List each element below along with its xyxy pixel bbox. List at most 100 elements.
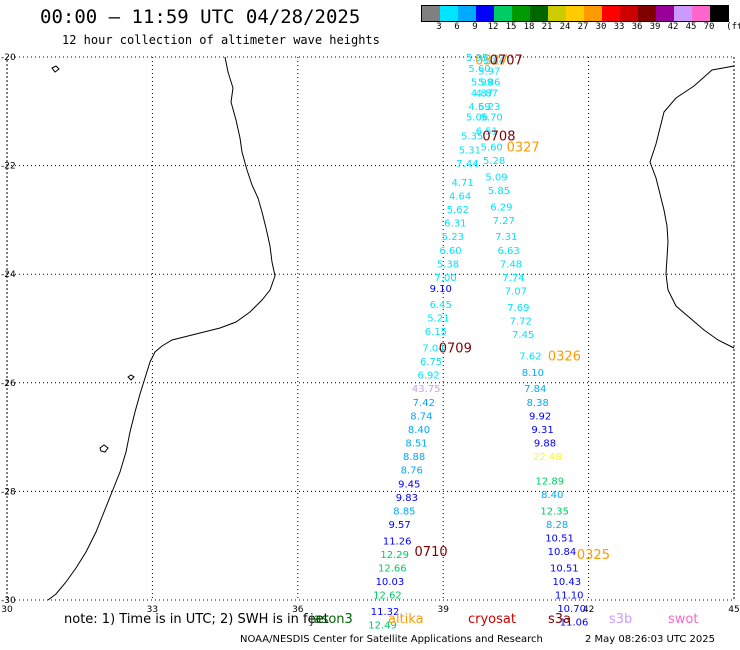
wave-height-value: 12.49: [368, 620, 397, 631]
legend-item: jason3: [310, 612, 353, 627]
wave-height-value: 8.76: [401, 466, 423, 477]
wave-height-value: 6.51: [476, 126, 498, 137]
wave-height-value: 8.51: [405, 439, 427, 450]
page-subtitle: 12 hour collection of altimeter wave hei…: [62, 33, 380, 47]
wave-height-value: 12.29: [380, 550, 409, 561]
wave-height-value: 6.45: [430, 300, 452, 311]
pass-time-label: 0327: [475, 54, 508, 69]
color-swatch: [548, 6, 566, 21]
color-swatch: [422, 6, 440, 21]
wave-height-value: 11.32: [371, 607, 400, 618]
wave-height-value: 6.15: [425, 327, 447, 338]
lon-tick-label: 30: [1, 605, 13, 615]
wave-height-value: 12.66: [378, 563, 407, 574]
color-scale-label: 42: [667, 22, 679, 32]
wave-height-value: 5.23: [442, 232, 464, 243]
lat-tick-label: -24: [1, 270, 16, 280]
axis-tick-labels: 30 33 36 39 42 45 -20 -22 -24 -26 -28 -30: [1, 53, 740, 615]
wave-height-value: 11.26: [383, 536, 412, 547]
wave-height-value: 7.44: [456, 159, 478, 170]
wave-height-value: 8.28: [546, 520, 568, 531]
wave-height-observations: 5.955.845.605.975.995.864.874.874.695.23…: [368, 53, 588, 631]
wave-height-value: 4.64: [449, 191, 471, 202]
color-swatch: [710, 6, 728, 21]
color-scale-label: 27: [577, 22, 589, 32]
lon-tick-label: 39: [437, 605, 449, 615]
wave-height-value: 5.06: [466, 113, 488, 124]
wave-height-value: 9.88: [534, 439, 556, 450]
wave-height-value: 5.62: [447, 205, 469, 216]
color-scale-label: 70: [703, 22, 715, 32]
coastline: [47, 56, 735, 601]
wave-height-value: 43.75: [412, 384, 441, 395]
color-swatch: [674, 6, 692, 21]
wave-height-value: 8.38: [527, 398, 549, 409]
wave-height-value: 9.31: [531, 425, 553, 436]
lon-tick-label: 42: [583, 605, 594, 615]
lat-tick-label: -28: [1, 487, 16, 497]
page-title: 00:00 – 11:59 UTC 04/28/2025: [40, 6, 361, 28]
wave-height-value: 9.57: [388, 520, 410, 531]
wave-height-value: 12.35: [540, 506, 569, 517]
wave-height-value: 5.23: [478, 102, 500, 113]
wave-height-value: 5.99: [471, 77, 493, 88]
timestamp: 2 May 08:26:03 UTC 2025: [585, 634, 715, 645]
color-swatch: [620, 6, 638, 21]
wave-height-value: 7.04: [422, 344, 444, 355]
wave-height-value: 10.51: [550, 563, 579, 574]
color-scale-label: 36: [631, 22, 643, 32]
lat-tick-label: -22: [1, 162, 16, 172]
wave-height-value: 5.38: [437, 259, 459, 270]
wave-height-value: 9.83: [396, 493, 418, 504]
wave-height-value: 10.03: [376, 577, 405, 588]
color-swatch: [512, 6, 530, 21]
color-scale-label: 33: [613, 22, 625, 32]
wave-height-value: 6.29: [490, 202, 512, 213]
wave-height-value: 4.69: [468, 102, 490, 113]
madagascar-coastline: [649, 65, 735, 349]
wave-height-value: 5.60: [468, 64, 490, 75]
wave-height-value: 5.21: [427, 314, 449, 325]
wave-height-value: 4.87: [471, 88, 493, 99]
color-scale-label: 21: [541, 22, 553, 32]
wave-height-value: 4.71: [451, 178, 473, 189]
wave-height-value: 5.09: [485, 172, 507, 183]
wave-height-value: 9.10: [430, 284, 452, 295]
credit-line: NOAA/NESDIS Center for Satellite Applica…: [240, 634, 543, 645]
color-swatch: [458, 6, 476, 21]
wave-height-value: 8.88: [403, 452, 425, 463]
legend-item: altika: [388, 612, 424, 627]
color-scale-label: 6: [454, 22, 460, 32]
wave-height-value: 7.72: [510, 316, 532, 327]
wave-height-value: 5.31: [459, 145, 481, 156]
color-swatch: [440, 6, 458, 21]
color-swatch: [494, 6, 512, 21]
color-scale-label: 3: [436, 22, 442, 32]
pass-time-label: 0707: [490, 54, 523, 69]
color-scale-label: 45: [685, 22, 697, 32]
wave-height-value: 5.60: [481, 143, 503, 154]
color-swatch: [692, 6, 710, 21]
color-swatch: [476, 6, 494, 21]
map-frame: [6, 56, 735, 601]
wave-height-value: 7.07: [505, 286, 527, 297]
island-3: [127, 374, 135, 381]
color-scale-bar: [421, 5, 729, 22]
legend-item: s3a: [548, 612, 572, 627]
wave-height-value: 6.92: [418, 371, 440, 382]
wave-height-value: 4.87: [476, 88, 498, 99]
island-2: [99, 444, 109, 453]
wave-height-value: 7.74: [502, 273, 524, 284]
pass-time-label: 0710: [415, 545, 448, 560]
wave-height-value: 11.10: [555, 591, 584, 602]
lon-tick-label: 45: [728, 605, 739, 615]
wave-height-value: 7.31: [495, 232, 517, 243]
pass-time-label: 0325: [577, 548, 610, 563]
legend-item: cryosat: [468, 612, 516, 627]
africa-coastline: [47, 56, 276, 601]
color-swatch: [656, 6, 674, 21]
color-swatch: [638, 6, 656, 21]
wave-height-value: 12.62: [373, 591, 402, 602]
